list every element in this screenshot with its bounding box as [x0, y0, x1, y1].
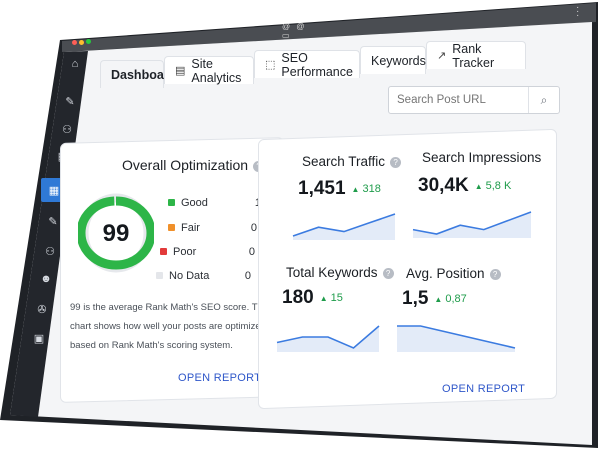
metric-delta: ▲ 5,8 K: [475, 180, 512, 192]
legend-count: 0: [248, 246, 255, 258]
score-donut: 99: [78, 193, 154, 273]
metric-value: 180: [282, 287, 314, 308]
score-description: 99 is the average Rank Math's SEO score.…: [70, 302, 270, 351]
rank-tracker-icon: ↗: [437, 50, 447, 62]
open-report-link[interactable]: OPEN REPORT: [178, 372, 262, 384]
legend-fair: Fair 0: [168, 222, 257, 234]
metric-title-text: Search Traffic: [302, 154, 386, 169]
metric-total-keywords-value: 180 ▲ 15: [282, 287, 343, 309]
search-traffic-sparkline: [292, 213, 396, 240]
sparkline-area: [397, 326, 515, 352]
metric-search-traffic-value: 1,451 ▲ 318: [298, 178, 381, 200]
metric-delta: ▲ 318: [352, 183, 381, 195]
metric-delta: ▲ 15: [320, 292, 343, 304]
help-icon[interactable]: ?: [489, 269, 501, 280]
sparkline-line: [276, 325, 380, 349]
tab-rank-tracker[interactable]: ↗ Rank Tracker: [426, 41, 526, 70]
pin-icon-2[interactable]: ✎: [48, 215, 58, 228]
search-impressions-sparkline: [412, 211, 532, 238]
tab-label: Site Analytics: [191, 56, 242, 85]
good-swatch: [168, 199, 175, 206]
performance-icon: ⬚: [265, 59, 276, 71]
tab-label: Rank Tracker: [452, 41, 495, 70]
metric-avg-position-title: Avg. Position?: [406, 266, 501, 281]
media-icon[interactable]: ⚇: [45, 245, 55, 258]
tab-seo-performance[interactable]: ⬚ SEO Performance: [254, 50, 360, 79]
settings-icon[interactable]: ▣: [33, 332, 45, 345]
legend-label: No Data: [169, 270, 210, 282]
metric-title-text: Total Keywords: [286, 265, 378, 280]
metric-title-text: Search Impressions: [422, 150, 542, 165]
help-icon[interactable]: ?: [382, 268, 394, 279]
metric-title-text: Avg. Position: [406, 266, 485, 281]
legend-no-data: No Data 0: [156, 270, 251, 282]
metric-delta: ▲ 0,87: [434, 293, 466, 305]
legend-count: 0: [250, 222, 257, 234]
score-value: 99: [103, 220, 130, 247]
metric-value: 30,4K: [418, 175, 469, 196]
tab-label: SEO Performance: [281, 50, 353, 79]
poor-swatch: [160, 248, 167, 255]
minimize-window-dot[interactable]: [79, 39, 84, 45]
more-menu-icon[interactable]: · · ·: [576, 2, 580, 21]
analytics-icon: ▤: [175, 65, 186, 77]
tab-site-analytics[interactable]: ▤ Site Analytics: [164, 56, 254, 85]
metric-search-impressions-value: 30,4K ▲ 5,8 K: [418, 175, 511, 197]
wrench-icon[interactable]: ✇: [37, 303, 47, 316]
metric-search-impressions-title: Search Impressions: [422, 150, 541, 165]
search-icon[interactable]: ⌕: [528, 87, 559, 113]
legend-count: 1: [255, 197, 261, 209]
home-icon[interactable]: ⌂: [71, 58, 79, 70]
up-arrow-icon: ▲: [319, 294, 328, 303]
legend-label: Poor: [173, 246, 197, 258]
donut-arc: [78, 196, 154, 270]
tab-keywords[interactable]: Keywords: [360, 46, 426, 74]
legend-count: 0: [244, 270, 251, 282]
tab-label: Keywords: [371, 53, 426, 68]
metric-avg-position-value: 1,5 ▲ 0,87: [402, 288, 467, 310]
metric-value: 1,5: [402, 288, 429, 309]
no-data-swatch: [156, 272, 163, 279]
tab-dashboard[interactable]: Dashboard: [100, 60, 176, 88]
sparkline-line: [412, 211, 532, 235]
delta-text: 15: [330, 292, 343, 304]
metric-search-traffic-title: Search Traffic?: [302, 154, 402, 169]
metric-value: 1,451: [298, 178, 346, 199]
users-icon[interactable]: ⚇: [62, 123, 72, 136]
legend-label: Good: [181, 197, 208, 209]
up-arrow-icon: ▲: [351, 185, 360, 194]
search-post-url[interactable]: ⌕: [388, 86, 560, 114]
up-arrow-icon: ▲: [434, 295, 443, 304]
help-icon[interactable]: ?: [390, 157, 402, 168]
overall-title-text: Overall Optimization: [122, 157, 249, 173]
search-input[interactable]: [389, 87, 534, 113]
sparkline-area: [277, 326, 379, 352]
delta-text: 0,87: [445, 293, 467, 305]
close-window-dot[interactable]: [72, 40, 77, 45]
maximize-window-dot[interactable]: [86, 39, 91, 44]
metrics-open-report-link[interactable]: OPEN REPORT: [442, 383, 526, 395]
tab-label: Dashboard: [111, 67, 177, 82]
delta-text: 318: [362, 183, 381, 195]
sparkline-area: [293, 214, 395, 240]
legend-good: Good 1: [168, 197, 261, 209]
sparkline-line: [292, 213, 396, 237]
legend-poor: Poor 0: [160, 246, 255, 258]
up-arrow-icon: ▲: [474, 182, 483, 191]
overall-optimization-title: Overall Optimization?: [122, 157, 265, 173]
address-bar[interactable]: @ @ ▭: [282, 22, 307, 40]
total-keywords-sparkline: [276, 325, 380, 352]
user-icon[interactable]: ☻: [40, 273, 52, 285]
metric-total-keywords-title: Total Keywords?: [286, 265, 394, 280]
delta-text: 5,8 K: [485, 180, 512, 192]
fair-swatch: [168, 224, 175, 231]
sparkline-line: [397, 325, 516, 349]
pin-icon[interactable]: ✎: [65, 95, 75, 108]
avg-position-sparkline: [397, 325, 516, 352]
sparkline-area: [413, 212, 531, 238]
legend-label: Fair: [181, 222, 200, 234]
